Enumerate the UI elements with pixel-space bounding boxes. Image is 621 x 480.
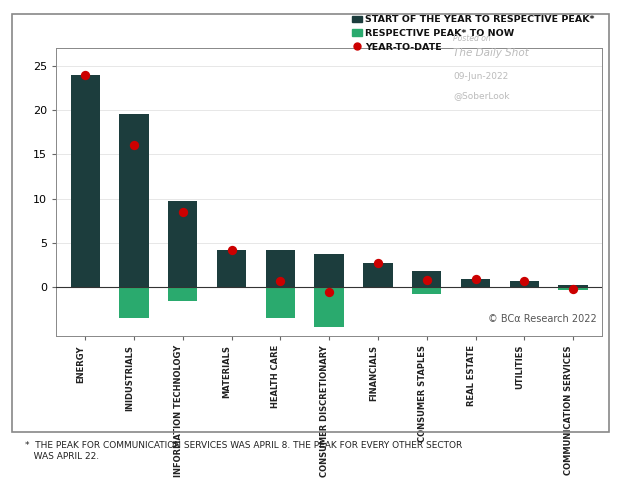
Text: The Daily Shot: The Daily Shot	[453, 48, 529, 58]
Bar	[71, 74, 100, 287]
Bar	[510, 281, 539, 287]
Point	[129, 141, 139, 148]
Bar	[119, 287, 148, 318]
Point	[471, 276, 481, 283]
Bar	[314, 254, 344, 287]
Point	[227, 246, 237, 254]
Bar	[168, 287, 197, 300]
Bar	[558, 285, 587, 287]
Bar	[363, 264, 392, 287]
Text: Posted on: Posted on	[453, 34, 491, 43]
Point	[568, 285, 578, 293]
Point	[422, 276, 432, 284]
Point	[80, 71, 90, 78]
Bar	[314, 287, 344, 327]
Bar	[412, 287, 442, 294]
Point	[275, 277, 285, 285]
Point	[519, 277, 529, 285]
Text: @SoberLook: @SoberLook	[453, 91, 510, 100]
Bar	[266, 250, 295, 287]
Bar	[412, 271, 442, 287]
Point	[373, 260, 383, 267]
Bar	[217, 250, 246, 287]
Text: 09-Jun-2022: 09-Jun-2022	[453, 72, 509, 81]
Bar	[461, 279, 490, 287]
Point	[178, 208, 188, 216]
Legend: START OF THE YEAR TO RESPECTIVE PEAK*, RESPECTIVE PEAK* TO NOW, YEAR-TO-DATE: START OF THE YEAR TO RESPECTIVE PEAK*, R…	[349, 12, 597, 55]
Point	[324, 288, 334, 296]
Bar	[168, 201, 197, 287]
Text: © BCα Research 2022: © BCα Research 2022	[488, 314, 597, 324]
Bar	[119, 114, 148, 287]
Bar	[558, 287, 587, 290]
Bar	[266, 287, 295, 318]
Text: *  THE PEAK FOR COMMUNICATION SERVICES WAS APRIL 8. THE PEAK FOR EVERY OTHER SEC: * THE PEAK FOR COMMUNICATION SERVICES WA…	[25, 442, 462, 461]
